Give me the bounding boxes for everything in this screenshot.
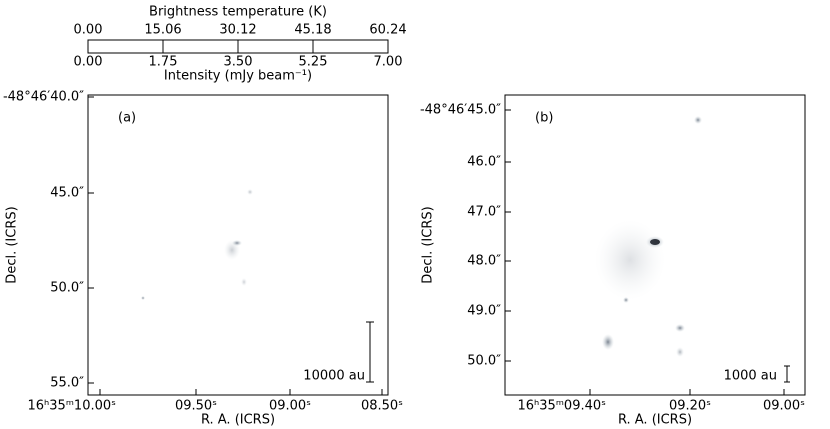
scale-bar-label: 10000 au — [303, 369, 365, 384]
x-tick-label: 16ʰ35ᵐ10.00ˢ — [27, 399, 116, 414]
y-axis-label: Decl. (ICRS) — [421, 206, 436, 283]
y-tick-label: -48°46′45.0″ — [420, 103, 501, 118]
colorbar-tick-label: 3.50 — [224, 55, 253, 70]
x-tick-label: 16ʰ35ᵐ09.40ˢ — [517, 399, 606, 414]
panel-a-image — [87, 94, 389, 396]
colorbar-tick-label: 45.18 — [294, 23, 331, 38]
colorbar-tick-label: 0.00 — [74, 55, 103, 70]
colorbar-tick-label: 5.25 — [299, 55, 328, 70]
y-tick-label: 50.0″ — [50, 281, 84, 296]
x-tick-label: 09.50ˢ — [175, 399, 217, 414]
colorbar-tick-label: 15.06 — [144, 23, 181, 38]
panel-b-image — [504, 94, 806, 396]
colorbar-tick-label: 0.00 — [74, 23, 103, 38]
colorbar-title: Intensity (mJy beam⁻¹) — [164, 69, 312, 84]
y-tick-label: 55.0″ — [50, 376, 84, 391]
colorbar-tick-label: 30.12 — [219, 23, 256, 38]
x-tick-label: 09.00ˢ — [269, 399, 311, 414]
x-tick-label: 08.50ˢ — [361, 399, 403, 414]
y-tick-label: 47.0″ — [467, 205, 501, 220]
y-tick-label: 48.0″ — [467, 254, 501, 269]
y-tick-label: 46.0″ — [467, 155, 501, 170]
panel-label: (a) — [118, 111, 136, 126]
x-tick-label: 09.00ˢ — [763, 399, 805, 414]
colorbar-title: Brightness temperature (K) — [149, 5, 327, 20]
colorbar-tick-label: 1.75 — [149, 55, 178, 70]
panel-label: (b) — [535, 111, 553, 126]
y-tick-label: 45.0″ — [50, 186, 84, 201]
scale-bar-label: 1000 au — [724, 369, 777, 384]
y-axis-label: Decl. (ICRS) — [5, 206, 20, 283]
x-axis-label: R. A. (ICRS) — [201, 413, 275, 428]
colorbar-tick-label: 60.24 — [369, 23, 406, 38]
y-tick-label: 50.0″ — [467, 354, 501, 369]
x-tick-label: 09.20ˢ — [669, 399, 711, 414]
x-axis-label: R. A. (ICRS) — [618, 413, 692, 428]
y-tick-label: -48°46′40.0″ — [3, 90, 84, 105]
y-tick-label: 49.0″ — [467, 304, 501, 319]
colorbar-tick-label: 7.00 — [374, 55, 403, 70]
